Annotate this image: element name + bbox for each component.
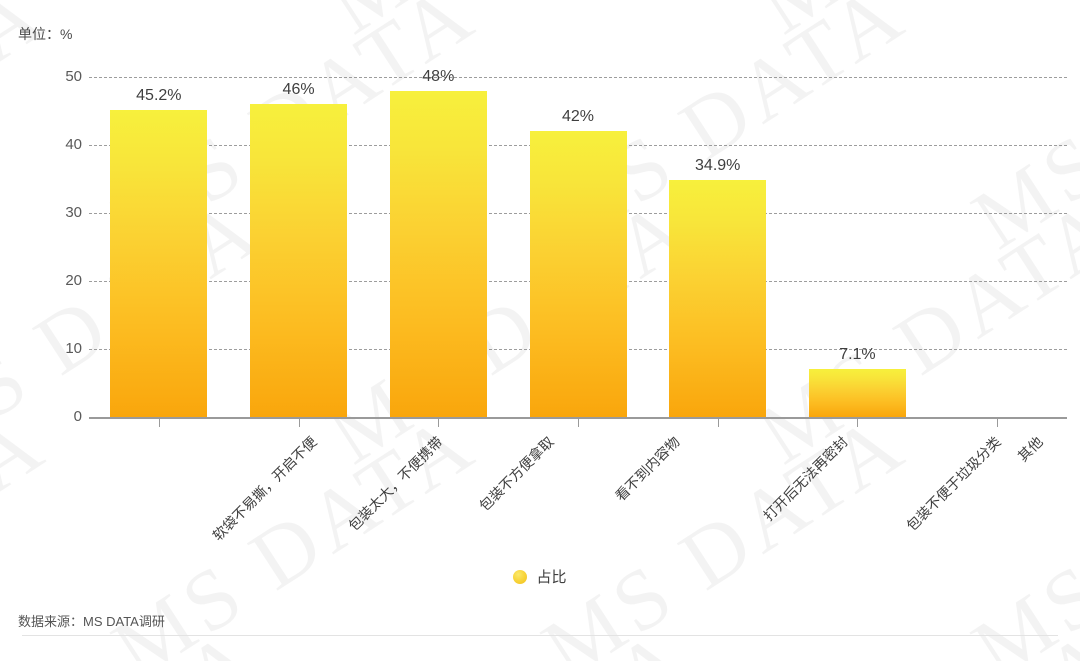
- x-axis-tick: [717, 419, 719, 427]
- bar-value-label: 46%: [282, 81, 315, 99]
- bar-value-label: 7.1%: [839, 345, 876, 363]
- x-axis-tick: [438, 419, 440, 427]
- y-axis-tick-label: 20: [65, 272, 82, 289]
- bar-value-label: 34.9%: [695, 156, 741, 174]
- x-axis-category-label: 包装太大，不便携带: [344, 433, 446, 534]
- legend-series-label: 占比: [536, 569, 567, 586]
- bar-value-label: 42%: [561, 108, 595, 126]
- y-axis-tick-label: 50: [65, 68, 82, 85]
- source-note: 数据来源：MS DATA调研: [18, 614, 165, 629]
- x-axis-category-label: 包装不方便拿取: [476, 433, 558, 515]
- unit-label: 单位：%: [18, 26, 73, 42]
- bar[interactable]: [110, 109, 208, 417]
- x-axis-category-label: 看不到内容物: [612, 433, 683, 505]
- x-axis-category-label: 软袋不易撕，开启不便: [209, 433, 320, 544]
- y-axis-tick-label: 30: [65, 204, 82, 221]
- bar[interactable]: [529, 131, 627, 417]
- x-axis-tick: [857, 419, 859, 427]
- bar-value-label: 48%: [422, 67, 455, 85]
- bar[interactable]: [389, 90, 487, 417]
- gridline: [89, 77, 1067, 78]
- x-axis-category-label: 其他: [1014, 433, 1046, 465]
- x-axis-tick: [298, 419, 300, 427]
- x-axis-tick: [578, 419, 579, 427]
- bar[interactable]: [808, 368, 906, 417]
- legend-dot-icon: [513, 569, 528, 584]
- x-axis-tick: [997, 419, 999, 427]
- bar[interactable]: [250, 104, 348, 417]
- chart-legend: 占比: [0, 566, 1080, 587]
- y-axis-tick-label: 10: [65, 340, 82, 357]
- bar-value-label: 45.2%: [136, 86, 182, 104]
- x-axis-category-label: 包装不便于垃圾分类: [903, 433, 1005, 534]
- x-axis-tick: [158, 419, 160, 427]
- y-axis-tick-label: 0: [73, 408, 82, 425]
- x-axis-category-label: 打开后无法再密封: [759, 433, 851, 524]
- y-axis-tick-label: 40: [65, 136, 82, 153]
- bar[interactable]: [669, 179, 767, 417]
- footer-divider: [22, 635, 1058, 636]
- x-axis-line: [89, 417, 1067, 419]
